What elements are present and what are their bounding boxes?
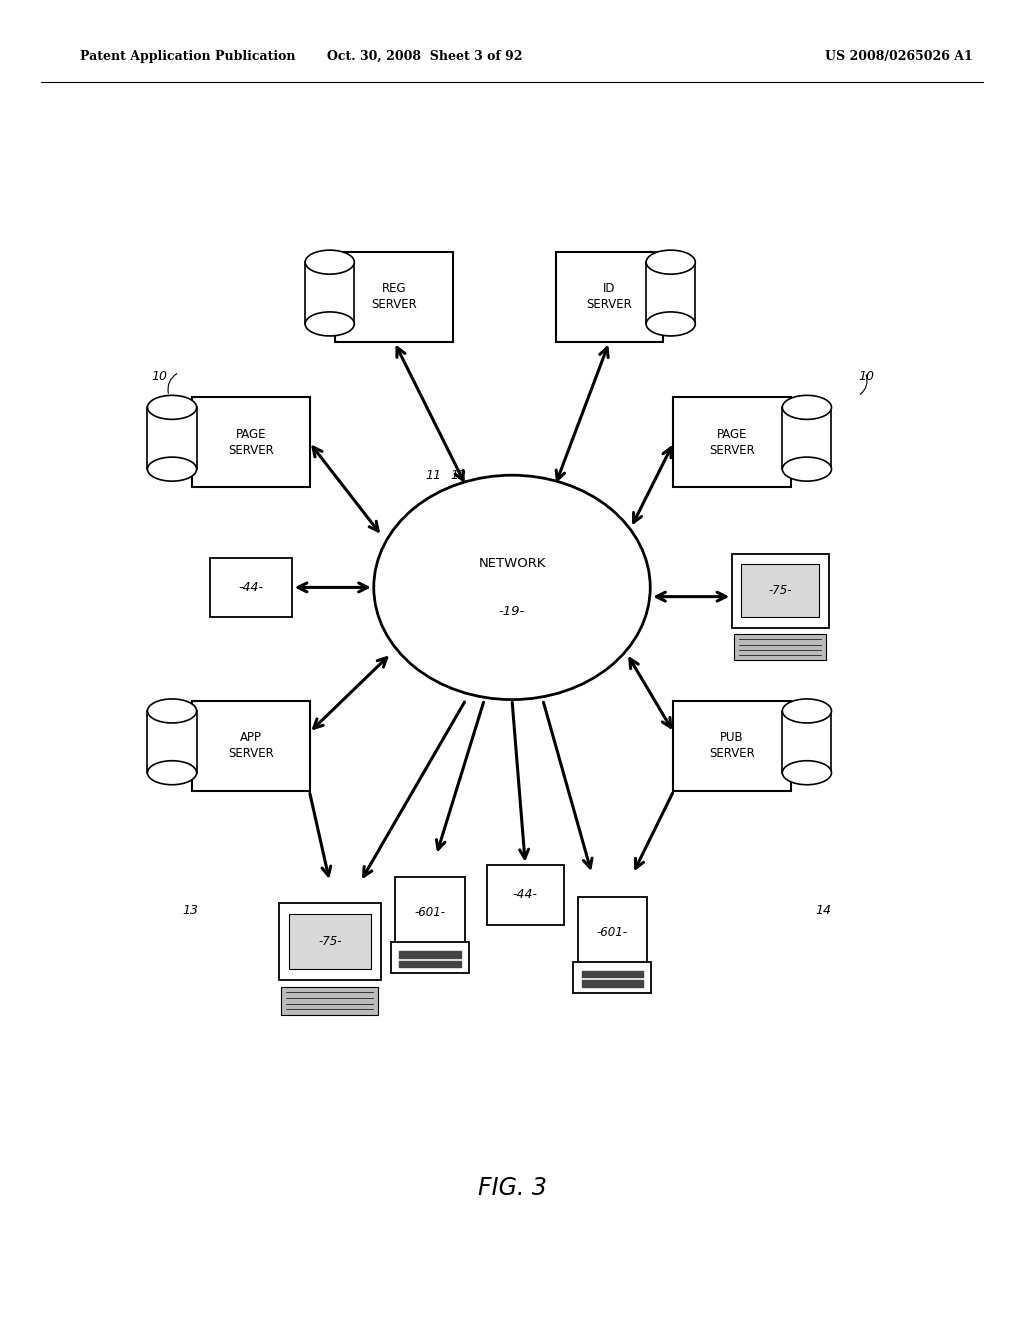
Text: -44-: -44- bbox=[239, 581, 263, 594]
Text: 14: 14 bbox=[815, 904, 831, 917]
Text: FIG. 3: FIG. 3 bbox=[477, 1176, 547, 1200]
Text: Patent Application Publication: Patent Application Publication bbox=[80, 50, 295, 63]
Text: APP
SERVER: APP SERVER bbox=[228, 731, 273, 760]
Bar bbox=[741, 564, 819, 618]
Text: -19-: -19- bbox=[499, 605, 525, 618]
Bar bbox=[279, 903, 381, 981]
Text: -75-: -75- bbox=[318, 935, 341, 948]
Text: -601-: -601- bbox=[597, 927, 628, 940]
Ellipse shape bbox=[782, 700, 831, 723]
Bar bbox=[646, 263, 695, 323]
Bar bbox=[289, 913, 371, 969]
Bar bbox=[578, 896, 647, 969]
Bar bbox=[731, 554, 829, 627]
Ellipse shape bbox=[782, 396, 831, 420]
Ellipse shape bbox=[646, 251, 695, 275]
Text: Oct. 30, 2008  Sheet 3 of 92: Oct. 30, 2008 Sheet 3 of 92 bbox=[328, 50, 522, 63]
Bar bbox=[305, 263, 354, 323]
Text: PAGE
SERVER: PAGE SERVER bbox=[710, 428, 755, 457]
Text: PAGE
SERVER: PAGE SERVER bbox=[228, 428, 273, 457]
Ellipse shape bbox=[147, 396, 197, 420]
Bar bbox=[395, 876, 465, 949]
Bar bbox=[147, 711, 197, 772]
Ellipse shape bbox=[374, 475, 650, 700]
Text: REG
SERVER: REG SERVER bbox=[372, 282, 417, 312]
Text: -601-: -601- bbox=[415, 907, 445, 920]
Bar bbox=[391, 942, 469, 973]
Bar bbox=[674, 701, 791, 791]
Ellipse shape bbox=[305, 251, 354, 275]
Text: US 2008/0265026 A1: US 2008/0265026 A1 bbox=[825, 50, 973, 63]
Bar bbox=[487, 866, 563, 924]
Bar bbox=[281, 987, 379, 1015]
Ellipse shape bbox=[646, 312, 695, 335]
Text: PUB
SERVER: PUB SERVER bbox=[710, 731, 755, 760]
Text: -44-: -44- bbox=[513, 888, 538, 902]
Ellipse shape bbox=[147, 457, 197, 480]
Text: 11: 11 bbox=[425, 469, 441, 482]
Bar bbox=[734, 634, 826, 660]
Bar bbox=[555, 252, 664, 342]
Text: 10: 10 bbox=[152, 370, 168, 383]
Bar bbox=[193, 397, 309, 487]
Text: 10: 10 bbox=[858, 370, 874, 383]
Ellipse shape bbox=[782, 760, 831, 784]
Bar bbox=[782, 408, 831, 469]
Text: -75-: -75- bbox=[769, 585, 792, 597]
Bar bbox=[782, 711, 831, 772]
Bar bbox=[674, 397, 791, 487]
Bar bbox=[193, 701, 309, 791]
Ellipse shape bbox=[147, 700, 197, 723]
Bar bbox=[210, 557, 292, 616]
Bar bbox=[573, 962, 651, 993]
Text: ID
SERVER: ID SERVER bbox=[587, 282, 632, 312]
Text: NETWORK: NETWORK bbox=[478, 557, 546, 570]
Ellipse shape bbox=[305, 312, 354, 335]
Text: 12: 12 bbox=[451, 469, 467, 482]
Ellipse shape bbox=[147, 760, 197, 784]
Ellipse shape bbox=[782, 457, 831, 480]
Bar bbox=[147, 408, 197, 469]
Bar bbox=[336, 252, 453, 342]
Text: 13: 13 bbox=[182, 904, 199, 917]
